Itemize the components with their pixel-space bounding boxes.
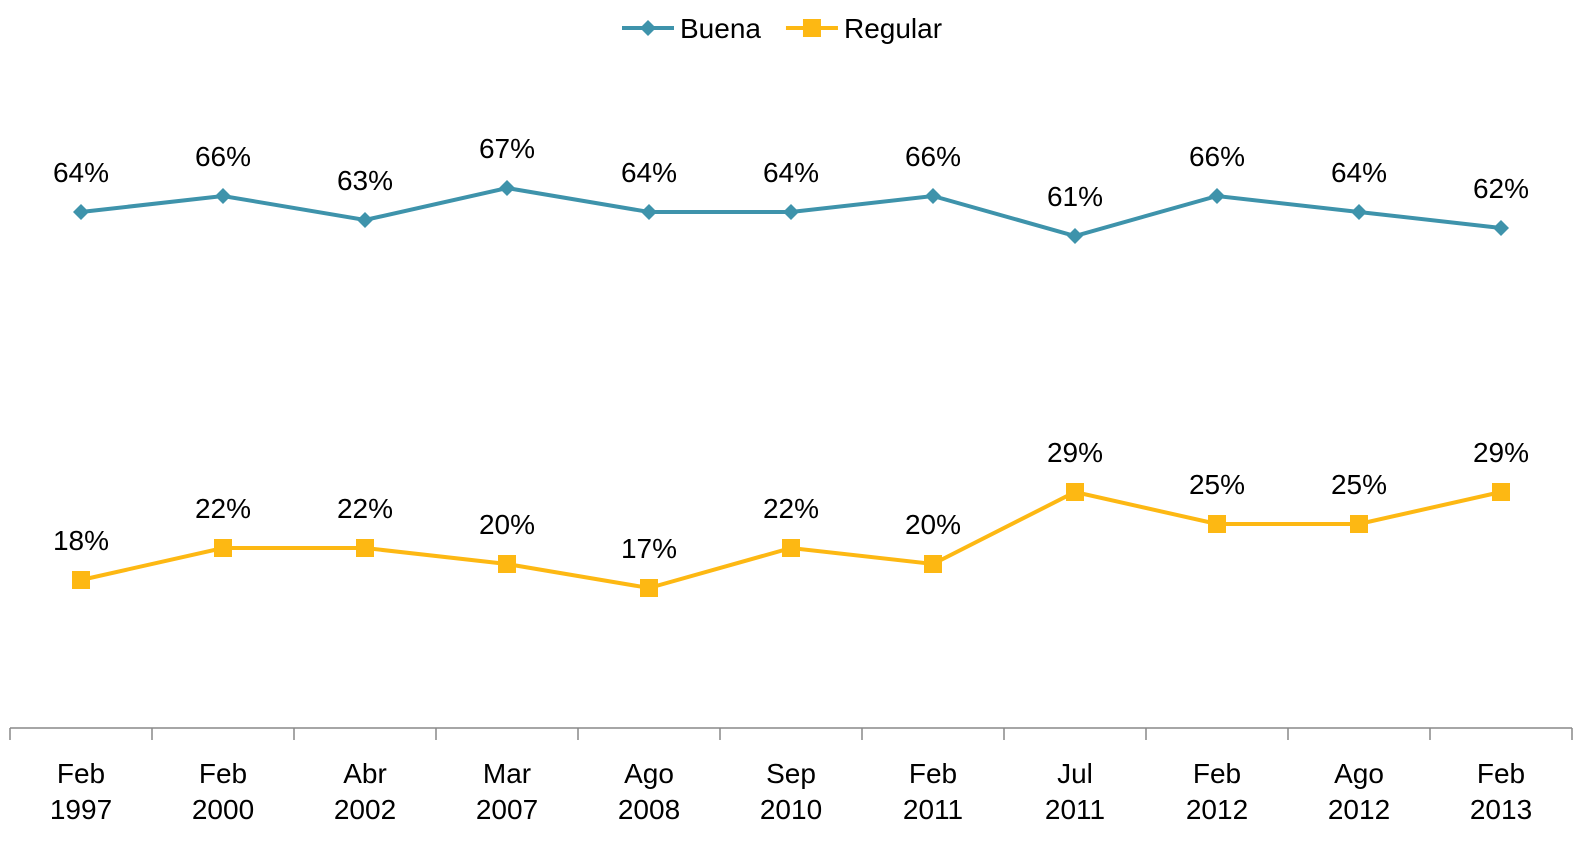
x-tick-label: Feb 2000 <box>191 758 255 825</box>
data-point <box>73 204 89 220</box>
data-point <box>1066 483 1084 501</box>
data-label: 64% <box>53 157 109 188</box>
data-label: 64% <box>621 157 677 188</box>
data-label: 64% <box>763 157 819 188</box>
data-label: 63% <box>337 165 393 196</box>
data-point <box>215 188 231 204</box>
data-label: 62% <box>1473 173 1529 204</box>
data-label: 25% <box>1331 469 1387 500</box>
data-point <box>1209 188 1225 204</box>
data-label: 66% <box>195 141 251 172</box>
x-tick-label: Feb 1997 <box>49 758 113 825</box>
data-point <box>1493 220 1509 236</box>
data-label: 22% <box>337 493 393 524</box>
data-point <box>782 539 800 557</box>
x-tick-label: Ago 2008 <box>617 758 681 825</box>
data-label: 66% <box>905 141 961 172</box>
data-point <box>1351 204 1367 220</box>
legend-marker <box>640 20 656 36</box>
data-point <box>356 539 374 557</box>
data-point <box>72 571 90 589</box>
x-tick-label: Feb 2013 <box>1469 758 1533 825</box>
data-label: 22% <box>195 493 251 524</box>
x-tick-label: Sep 2010 <box>759 758 823 825</box>
x-tick-label: Mar 2007 <box>475 758 539 825</box>
data-point <box>498 555 516 573</box>
data-point <box>925 188 941 204</box>
data-point <box>783 204 799 220</box>
data-point <box>924 555 942 573</box>
data-point <box>357 212 373 228</box>
data-point <box>1208 515 1226 533</box>
data-label: 66% <box>1189 141 1245 172</box>
data-point <box>641 204 657 220</box>
legend-label: Regular <box>844 13 942 44</box>
data-label: 29% <box>1047 437 1103 468</box>
data-label: 25% <box>1189 469 1245 500</box>
legend-marker <box>802 19 821 37</box>
data-point <box>214 539 232 557</box>
data-point <box>640 579 658 597</box>
data-point <box>1067 228 1083 244</box>
data-point <box>499 180 515 196</box>
legend-label: Buena <box>680 13 761 44</box>
data-label: 29% <box>1473 437 1529 468</box>
x-tick-label: Feb 2011 <box>902 758 964 825</box>
data-label: 64% <box>1331 157 1387 188</box>
data-label: 20% <box>479 509 535 540</box>
x-tick-label: Ago 2012 <box>1327 758 1391 825</box>
data-label: 67% <box>479 133 535 164</box>
data-label: 17% <box>621 533 677 564</box>
data-label: 18% <box>53 525 109 556</box>
x-tick-label: Feb 2012 <box>1185 758 1249 825</box>
data-point <box>1350 515 1368 533</box>
data-label: 20% <box>905 509 961 540</box>
x-tick-label: Abr 2002 <box>333 758 397 825</box>
data-point <box>1492 483 1510 501</box>
data-label: 61% <box>1047 181 1103 212</box>
data-label: 22% <box>763 493 819 524</box>
x-tick-label: Jul 2011 <box>1044 758 1106 825</box>
